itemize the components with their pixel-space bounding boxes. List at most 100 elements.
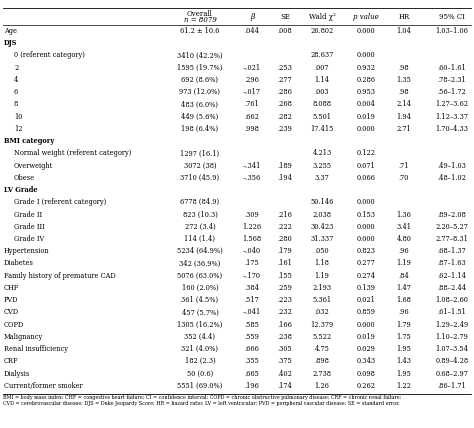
Text: BMI category: BMI category xyxy=(4,137,54,145)
Text: .161: .161 xyxy=(278,259,292,268)
Text: 182 (2.3): 182 (2.3) xyxy=(185,357,215,366)
Text: 3.41: 3.41 xyxy=(396,223,411,231)
Text: 483 (6.0%): 483 (6.0%) xyxy=(182,101,219,108)
Text: 2.738: 2.738 xyxy=(312,369,331,377)
Text: 1.36: 1.36 xyxy=(397,211,411,219)
Text: .56–1.72: .56–1.72 xyxy=(438,88,466,96)
Text: 1.12–3.37: 1.12–3.37 xyxy=(436,113,468,121)
Text: .296: .296 xyxy=(245,76,259,84)
Text: 2.20–5.27: 2.20–5.27 xyxy=(436,223,468,231)
Text: 1.03–1.06: 1.03–1.06 xyxy=(436,27,468,35)
Text: –.170: –.170 xyxy=(243,272,261,279)
Text: 0.000: 0.000 xyxy=(357,125,375,133)
Text: Current/former smoker: Current/former smoker xyxy=(4,382,83,390)
Text: .223: .223 xyxy=(278,296,292,304)
Text: 1297 (16.1): 1297 (16.1) xyxy=(181,149,219,158)
Text: .86–1.71: .86–1.71 xyxy=(438,382,466,390)
Text: 8.088: 8.088 xyxy=(312,101,331,108)
Text: 5.361: 5.361 xyxy=(312,296,331,304)
Text: .666: .666 xyxy=(245,345,259,353)
Text: Dialysis: Dialysis xyxy=(4,369,30,377)
Text: 3710 (45.9): 3710 (45.9) xyxy=(181,174,219,182)
Text: 12.379: 12.379 xyxy=(310,321,334,329)
Text: .216: .216 xyxy=(278,211,292,219)
Text: .268: .268 xyxy=(278,101,292,108)
Text: 61.2 ± 10.6: 61.2 ± 10.6 xyxy=(180,27,219,35)
Text: 198 (6.4%): 198 (6.4%) xyxy=(182,125,219,133)
Text: 361 (4.5%): 361 (4.5%) xyxy=(182,296,219,304)
Text: 4.75: 4.75 xyxy=(315,345,329,353)
Text: 1.14: 1.14 xyxy=(315,76,329,84)
Text: .155: .155 xyxy=(278,272,292,279)
Text: 1.70–4.33: 1.70–4.33 xyxy=(436,125,468,133)
Text: 1.26: 1.26 xyxy=(315,382,329,390)
Text: 5551 (69.0%): 5551 (69.0%) xyxy=(177,382,223,390)
Text: 1.07–3.54: 1.07–3.54 xyxy=(436,345,468,353)
Text: 0.262: 0.262 xyxy=(356,382,375,390)
Text: Grade IV: Grade IV xyxy=(14,235,44,243)
Text: .49–1.03: .49–1.03 xyxy=(438,161,466,169)
Text: .61–1.51: .61–1.51 xyxy=(438,308,466,316)
Text: 1.18: 1.18 xyxy=(315,259,329,268)
Text: 1595 (19.7%): 1595 (19.7%) xyxy=(177,64,223,72)
Text: 692 (8.6%): 692 (8.6%) xyxy=(182,76,219,84)
Text: 50 (0.6): 50 (0.6) xyxy=(187,369,213,377)
Text: 5234 (64.9%): 5234 (64.9%) xyxy=(177,247,223,255)
Text: Grade II: Grade II xyxy=(14,211,42,219)
Text: .222: .222 xyxy=(278,223,292,231)
Text: 6778 (84.9): 6778 (84.9) xyxy=(181,198,219,206)
Text: .585: .585 xyxy=(245,321,259,329)
Text: p value: p value xyxy=(353,13,379,21)
Text: Grade I (referent category): Grade I (referent category) xyxy=(14,198,106,206)
Text: .384: .384 xyxy=(245,284,259,292)
Text: 0.004: 0.004 xyxy=(356,101,375,108)
Text: 1.95: 1.95 xyxy=(397,345,411,353)
Text: Overall: Overall xyxy=(187,10,213,18)
Text: Hypertension: Hypertension xyxy=(4,247,50,255)
Text: 1.95: 1.95 xyxy=(397,369,411,377)
Text: .402: .402 xyxy=(278,369,292,377)
Text: 0.68–2.97: 0.68–2.97 xyxy=(436,369,468,377)
Text: .78–2.31: .78–2.31 xyxy=(438,76,466,84)
Text: PVD: PVD xyxy=(4,296,18,304)
Text: 0.277: 0.277 xyxy=(356,259,375,268)
Text: 160 (2.0%): 160 (2.0%) xyxy=(182,284,219,292)
Text: 2.193: 2.193 xyxy=(312,284,331,292)
Text: 0.000: 0.000 xyxy=(357,223,375,231)
Text: 342 (36.9%): 342 (36.9%) xyxy=(179,259,221,268)
Text: .189: .189 xyxy=(278,161,292,169)
Text: .032: .032 xyxy=(315,308,329,316)
Text: Malignancy: Malignancy xyxy=(4,333,43,341)
Text: 1305 (16.2%): 1305 (16.2%) xyxy=(177,321,223,329)
Text: 2.77–8.31: 2.77–8.31 xyxy=(436,235,468,243)
Text: .003: .003 xyxy=(315,88,329,96)
Text: –.017: –.017 xyxy=(243,88,261,96)
Text: .60–1.61: .60–1.61 xyxy=(438,64,466,72)
Text: 0 (referent category): 0 (referent category) xyxy=(14,51,85,59)
Text: .174: .174 xyxy=(278,382,292,390)
Text: Renal insufficiency: Renal insufficiency xyxy=(4,345,68,353)
Text: 1.04: 1.04 xyxy=(397,27,411,35)
Text: 1.47: 1.47 xyxy=(397,284,411,292)
Text: .253: .253 xyxy=(278,64,292,72)
Text: 0.021: 0.021 xyxy=(356,296,375,304)
Text: .309: .309 xyxy=(245,211,259,219)
Text: .62–1.14: .62–1.14 xyxy=(438,272,466,279)
Text: .48–1.02: .48–1.02 xyxy=(438,174,466,182)
Text: 1.568: 1.568 xyxy=(242,235,262,243)
Text: .008: .008 xyxy=(278,27,292,35)
Text: 1.75: 1.75 xyxy=(397,333,411,341)
Text: DJS: DJS xyxy=(4,39,18,47)
Text: .239: .239 xyxy=(278,125,292,133)
Text: 0.274: 0.274 xyxy=(356,272,375,279)
Text: 3072 (38): 3072 (38) xyxy=(184,161,216,169)
Text: .238: .238 xyxy=(278,333,292,341)
Text: BMI = body mass index; CHF = congestive heart failure; CI = confidence interval;: BMI = body mass index; CHF = congestive … xyxy=(3,395,401,401)
Text: 6: 6 xyxy=(14,88,18,96)
Text: .71: .71 xyxy=(399,161,409,169)
Text: .898: .898 xyxy=(315,357,329,366)
Text: 1.29–2.49: 1.29–2.49 xyxy=(436,321,469,329)
Text: .277: .277 xyxy=(278,76,292,84)
Text: –.356: –.356 xyxy=(243,174,261,182)
Text: .044: .044 xyxy=(245,27,259,35)
